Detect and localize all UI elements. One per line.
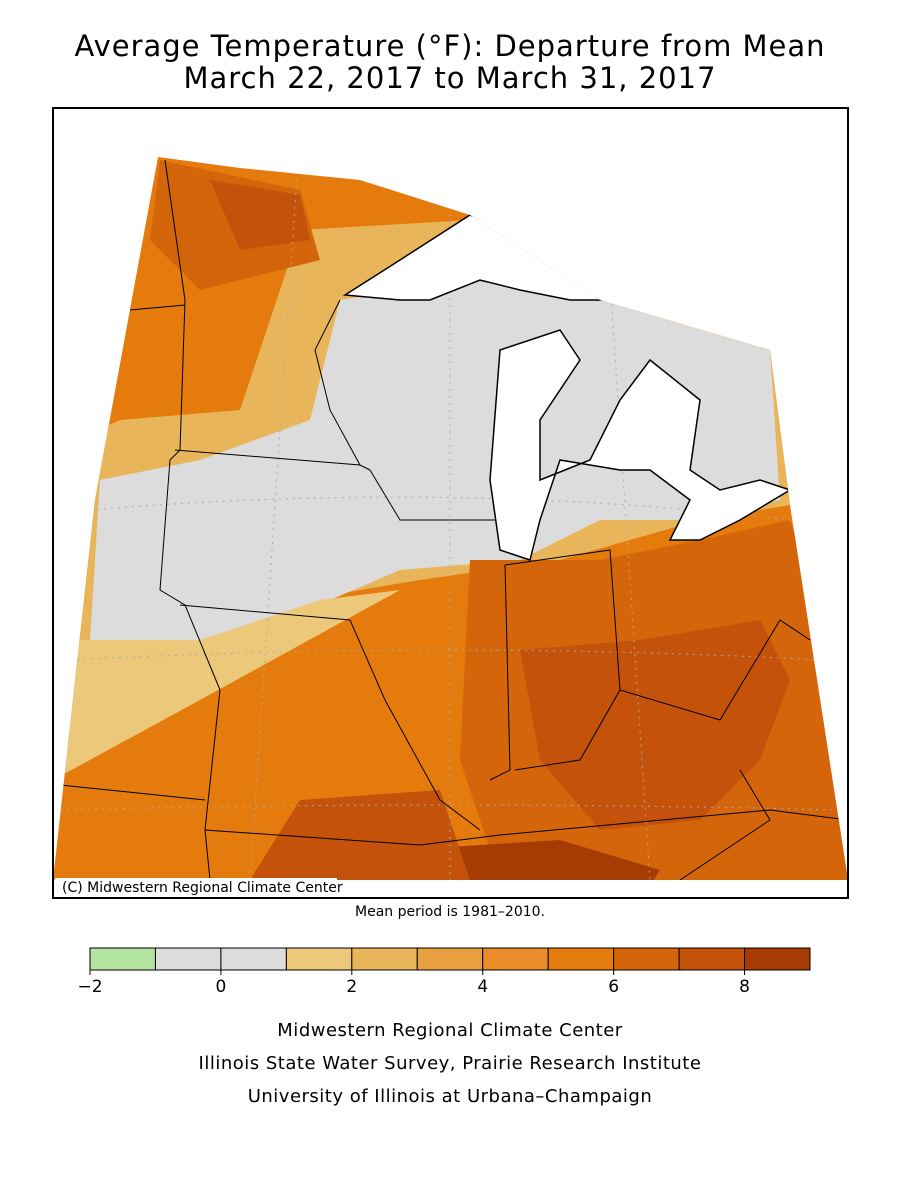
colorbar-tick-label: 6 — [608, 977, 619, 997]
title: Average Temperature (°F): Departure from… — [74, 29, 825, 63]
credit: University of Illinois at Urbana–Champai… — [248, 1086, 653, 1107]
colorbar-segment — [351, 947, 418, 971]
colorbar-tick-label: 4 — [477, 977, 488, 997]
subtitle: March 22, 2017 to March 31, 2017 — [183, 61, 716, 95]
colorbar-tick-label: −2 — [77, 977, 102, 997]
copyright: (C) Midwestern Regional Climate Center — [62, 880, 343, 896]
colorbar-segment — [89, 947, 156, 971]
credit: Midwestern Regional Climate Center — [277, 1020, 623, 1041]
colorbar-segment — [416, 947, 484, 971]
colorbar-tick-label: 0 — [215, 977, 226, 997]
colorbar-segment — [482, 947, 549, 971]
colorbar-segment — [285, 947, 353, 971]
colorbar-tick-label: 8 — [739, 977, 750, 997]
colorbar-segment — [547, 947, 615, 971]
credit: Illinois State Water Survey, Prairie Res… — [199, 1053, 702, 1074]
colorbar-segment — [613, 947, 680, 971]
map-frame — [52, 107, 849, 899]
colorbar-segment — [678, 947, 746, 971]
colorbar-segment — [154, 947, 222, 971]
colorbar-tick-label: 2 — [346, 977, 357, 997]
colorbar-segment — [220, 947, 287, 971]
colorbar: −2 0 2 4 6 8 — [77, 947, 811, 997]
mean-period-note: Mean period is 1981–2010. — [355, 904, 545, 920]
copyright-box — [55, 878, 337, 897]
temperature-map — [53, 157, 848, 880]
colorbar-segment — [744, 947, 811, 971]
